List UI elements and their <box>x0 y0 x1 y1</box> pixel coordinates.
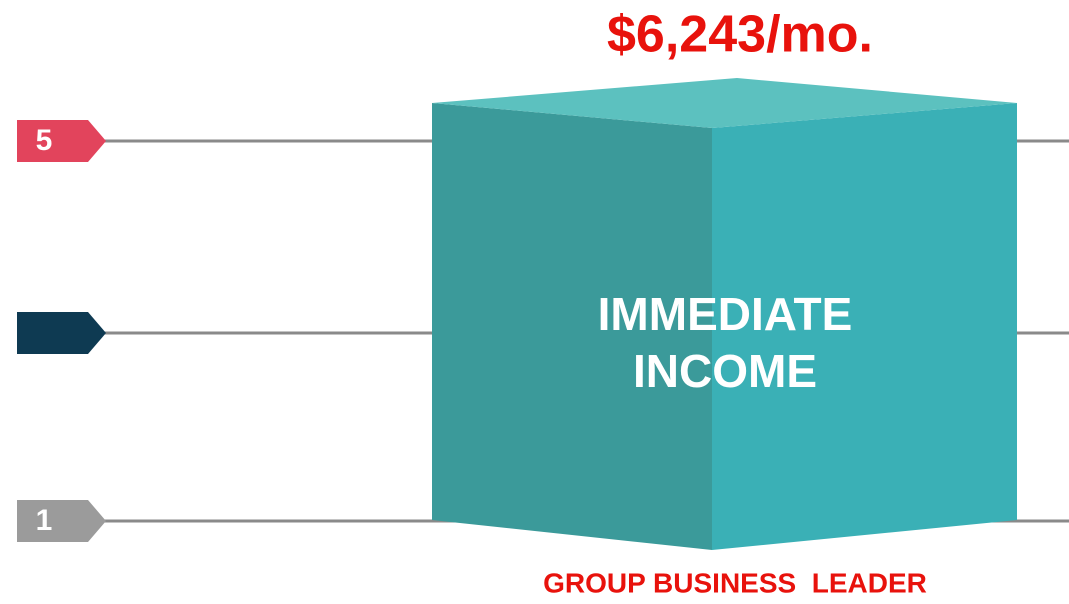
price: $6,243/mo. <box>607 6 873 64</box>
box-top-face <box>432 78 1017 128</box>
box-label: INCOME <box>633 345 817 397</box>
box <box>432 78 1017 550</box>
footer: GROUP BUSINESS LEADER <box>543 567 927 598</box>
level-marker <box>17 120 106 162</box>
level-marker <box>17 500 106 542</box>
level-label: 1 <box>36 504 53 537</box>
level-marker <box>17 312 106 354</box>
level-label: 5 <box>36 124 53 157</box>
box-left-face <box>432 103 712 550</box>
box-label: IMMEDIATE <box>598 288 853 340</box>
box-right-face <box>712 103 1017 550</box>
